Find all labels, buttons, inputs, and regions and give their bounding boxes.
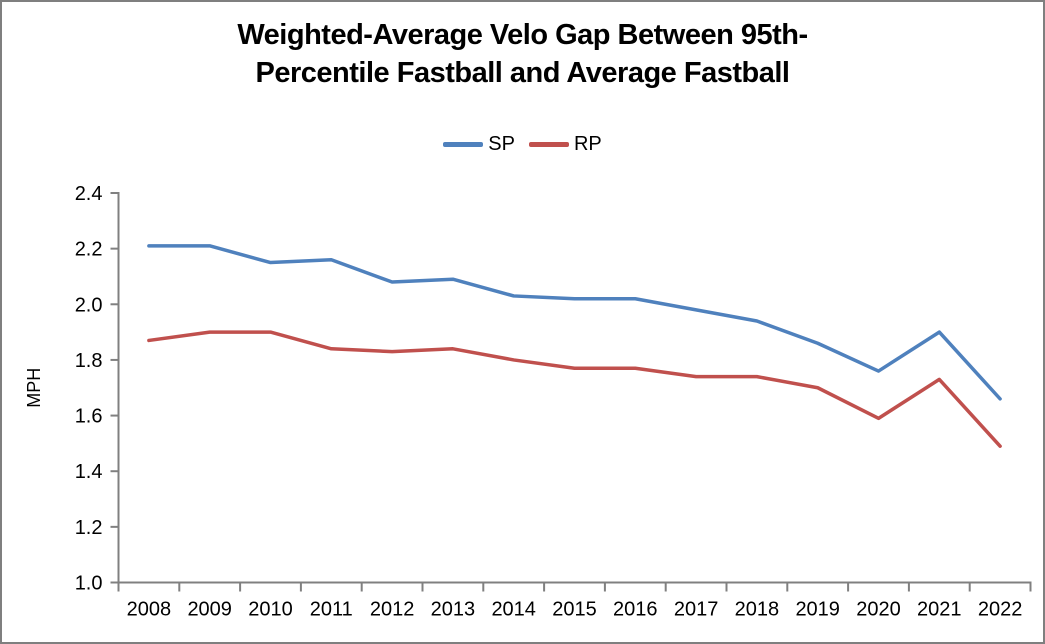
y-tick-label: 2.2: [75, 239, 103, 261]
legend-label-sp: SP: [488, 133, 515, 155]
x-tick-label: 2021: [917, 599, 962, 621]
y-axis-title: MPH: [24, 368, 44, 408]
rp-line-swatch: [528, 142, 569, 147]
chart-title: Weighted-Average Velo Gap Between 95th- …: [2, 16, 1043, 92]
y-tick-label: 1.6: [75, 406, 103, 428]
x-tick-label: 2016: [613, 599, 658, 621]
x-tick-label: 2018: [735, 599, 780, 621]
y-tick-label: 1.4: [75, 461, 103, 483]
x-tick-label: 2020: [856, 599, 901, 621]
x-tick-label: 2012: [370, 599, 415, 621]
y-tick-label: 1.8: [75, 350, 103, 372]
legend-item-sp: SP: [443, 133, 515, 156]
x-tick-label: 2017: [674, 599, 719, 621]
sp-line-swatch: [443, 142, 484, 147]
x-tick-label: 2019: [795, 599, 840, 621]
legend-item-rp: RP: [528, 133, 602, 156]
x-tick-label: 2009: [187, 599, 232, 621]
y-tick-label: 1.0: [75, 573, 103, 595]
rp-line: [147, 330, 1002, 448]
legend-label-rp: RP: [573, 133, 602, 155]
x-tick-label: 2008: [127, 599, 172, 621]
y-tick-label: 1.2: [75, 517, 103, 539]
legend: SP RP: [2, 133, 1043, 156]
x-tick-label: 2014: [491, 599, 536, 621]
x-tick-label: 2015: [552, 599, 597, 621]
y-tick-label: 2.4: [75, 183, 103, 205]
x-tick-label: 2011: [310, 599, 353, 621]
sp-line: [147, 244, 1002, 401]
chart-title-line1: Weighted-Average Velo Gap Between 95th-: [237, 19, 808, 51]
chart-title-line2: Percentile Fastball and Average Fastball: [255, 57, 790, 89]
x-tick-label: 2010: [248, 599, 293, 621]
x-tick-label: 2013: [431, 599, 476, 621]
x-tick-label: 2022: [978, 599, 1023, 621]
y-tick-label: 2.0: [75, 294, 103, 316]
